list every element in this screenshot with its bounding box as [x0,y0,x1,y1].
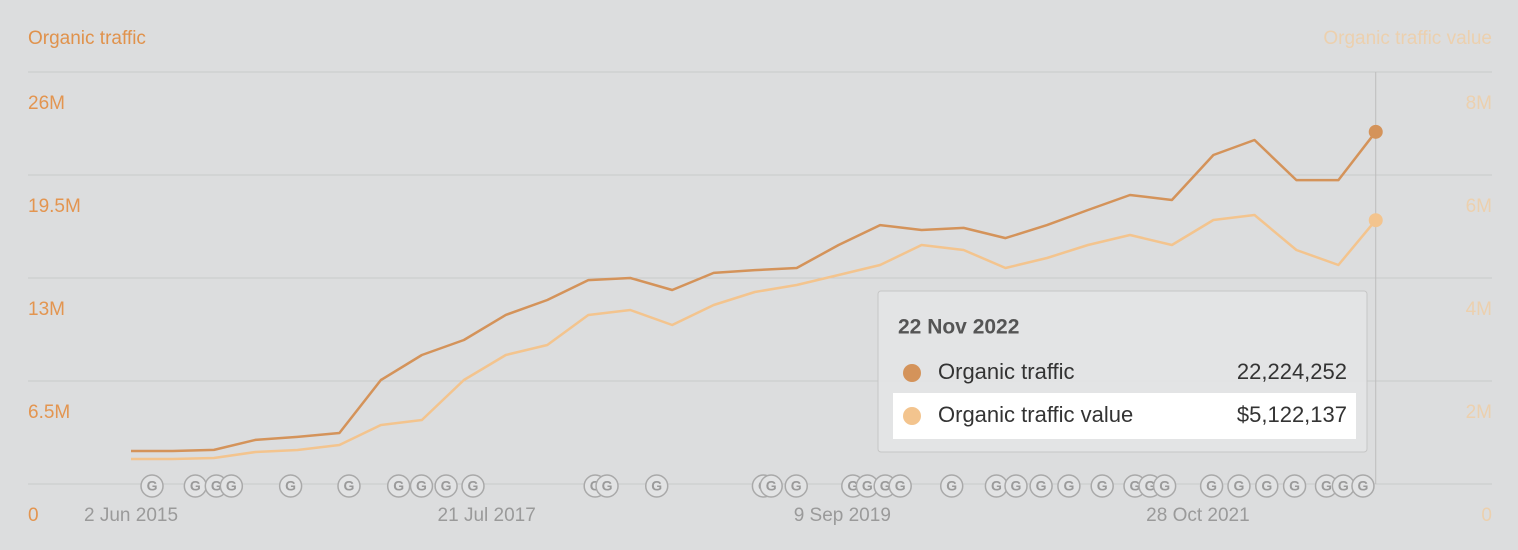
update-marker-label: G [190,478,201,494]
y-tick-label: 26M [28,93,65,114]
update-marker-label: G [590,478,601,494]
tooltip-series-name: Organic traffic value [938,402,1133,427]
update-marker-label: G [1234,478,1245,494]
update-marker-label: G [991,478,1002,494]
update-marker [1255,474,1279,498]
update-marker-label: G [1159,478,1170,494]
update-marker-label: G [211,478,222,494]
update-marker [1152,474,1177,498]
update-marker-label: G [226,478,237,494]
update-marker-label: G [1145,478,1156,494]
update-marker-label: G [1358,478,1369,494]
y-tick-label: 13M [28,299,65,320]
update-marker [888,474,912,498]
update-marker [278,474,303,498]
update-marker-label: G [1130,478,1141,494]
tooltip-value: 22,224,252 [1237,359,1347,384]
update-marker-label: G [285,478,296,494]
update-marker [1227,474,1251,498]
update-marker-label: G [1036,478,1047,494]
update-marker-label: G [602,478,613,494]
tooltip-series-name: Organic traffic [938,359,1075,384]
update-marker [1282,474,1307,498]
update-marker [1351,474,1375,498]
update-marker-label: G [1063,478,1074,494]
tooltip-value: $5,122,137 [1237,402,1347,427]
update-marker [784,474,808,498]
update-marker [1004,474,1028,498]
x-tick-label: 28 Oct 2021 [1146,505,1250,526]
x-tick-label: 21 Jul 2017 [438,505,536,526]
update-marker-label: G [344,478,355,494]
update-marker [219,474,244,498]
update-marker [1199,474,1224,498]
update-marker-label: G [847,478,858,494]
y-tick-label: 6.5M [28,402,70,423]
update-marker-label: G [791,478,802,494]
update-marker-label: G [147,478,158,494]
update-marker-label: G [880,478,891,494]
y2-tick-label: 2M [1466,402,1492,423]
update-marker-label: G [468,478,479,494]
update-marker-label: G [1097,478,1108,494]
x-tick-label: 9 Sep 2019 [794,505,891,526]
update-marker [140,474,164,498]
update-marker-label: G [1289,478,1300,494]
hover-dot [1368,213,1383,228]
y2-tick-label: 0 [1481,505,1492,526]
y2-axis-title: Organic traffic value [1323,28,1492,49]
tooltip-title: 22 Nov 2022 [898,316,1019,339]
update-marker [337,474,361,498]
update-marker-label: G [1011,478,1022,494]
tooltip-dot [903,364,921,382]
tooltip-dot [903,407,921,425]
update-marker [1090,474,1114,498]
update-marker-label: G [1321,478,1332,494]
y-tick-label: 19.5M [28,196,81,217]
hover-dot [1368,124,1383,139]
update-marker-label: G [862,478,873,494]
update-marker-label: G [393,478,404,494]
update-marker [461,474,485,498]
series-line [131,213,1377,461]
series-line [131,131,1377,453]
update-marker [434,474,458,498]
update-marker-label: G [1338,478,1349,494]
y-tick-label: 0 [28,505,39,526]
y2-tick-label: 4M [1466,299,1492,320]
update-marker-label: G [1206,478,1217,494]
update-marker-label: G [946,478,957,494]
tooltip-highlight [893,393,1356,439]
y2-tick-label: 8M [1466,93,1492,114]
y-axis-title: Organic traffic [28,28,146,49]
update-marker [644,474,669,498]
update-marker-label: G [766,478,777,494]
update-marker-label: G [651,478,662,494]
y2-tick-label: 6M [1466,196,1492,217]
update-marker [595,474,619,498]
update-marker-label: G [441,478,452,494]
update-marker [1029,474,1053,498]
tooltip: 22 Nov 2022 Organic traffic 22,224,252 Orga… [877,290,1368,453]
update-marker-label: G [895,478,906,494]
update-marker [759,474,783,498]
update-marker [386,474,411,498]
x-tick-label: 2 Jun 2015 [84,505,178,526]
update-marker-label: G [1261,478,1272,494]
update-marker-label: G [416,478,427,494]
update-marker [1057,474,1081,498]
update-marker [409,474,434,498]
update-marker [939,474,964,498]
